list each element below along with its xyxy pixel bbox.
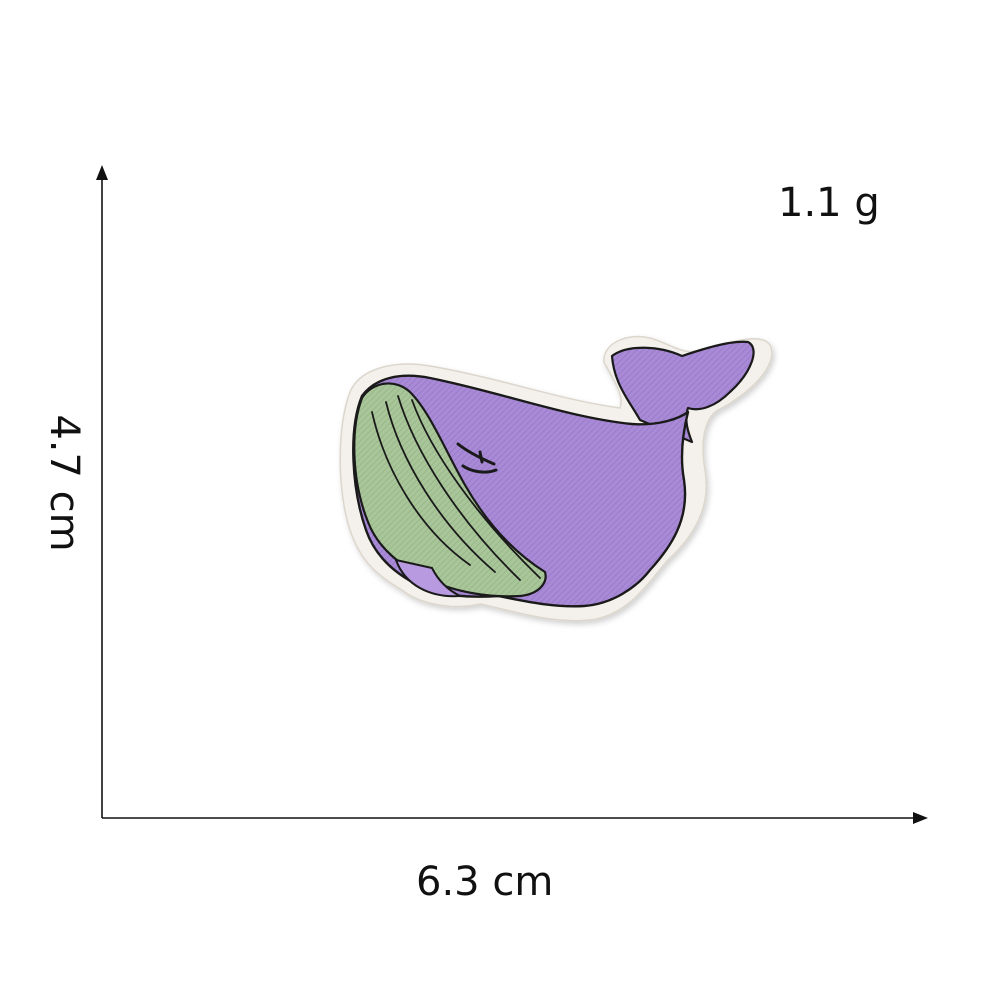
belly-groove-lines bbox=[371, 395, 541, 581]
width-axis-arrowhead bbox=[913, 812, 928, 824]
whale-tail bbox=[610, 340, 755, 444]
width-dimension-label: 6.3 cm bbox=[416, 859, 554, 905]
whale-belly bbox=[353, 382, 547, 598]
whale-flipper bbox=[395, 559, 461, 598]
whale-eye bbox=[456, 442, 498, 474]
height-axis-arrowhead bbox=[96, 165, 108, 180]
height-dimension-label: 4.7 cm bbox=[41, 414, 87, 552]
weight-label: 1.1 g bbox=[778, 180, 880, 226]
